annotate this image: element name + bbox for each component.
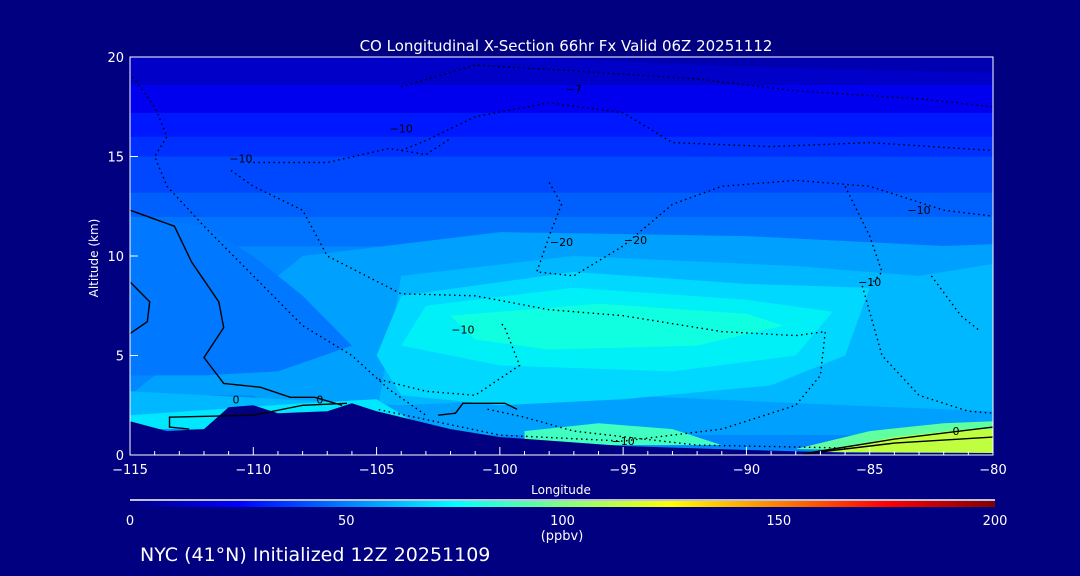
chart-title: CO Longitudinal X-Section 66hr Fx Valid … — [360, 37, 773, 55]
y-tick-label: 20 — [107, 51, 124, 66]
fill-band — [130, 84, 993, 113]
colorbar-ticks: 0 50 100 150 200 — [126, 514, 1008, 529]
dotted-contour — [930, 275, 982, 333]
fill-region — [524, 57, 993, 73]
dotted-contour — [230, 169, 827, 442]
solid-contour — [438, 402, 518, 416]
x-tick-label: −100 — [482, 463, 518, 478]
fill-region — [130, 216, 352, 376]
colorbar — [130, 501, 995, 507]
colorbar-tick-label: 50 — [338, 514, 355, 529]
contour-label: −10 — [907, 204, 930, 217]
colorbar-tick-label: 100 — [550, 514, 575, 529]
fill-band — [130, 136, 993, 157]
terrain-mask — [130, 403, 993, 455]
solid-contour — [168, 402, 348, 430]
x-tick-label: −110 — [235, 463, 271, 478]
solid-contour — [803, 436, 993, 455]
contour-label: −10 — [612, 435, 635, 448]
contour-label: 0 — [316, 393, 323, 406]
x-tick-label: −80 — [979, 463, 1006, 478]
dotted-contour — [400, 102, 993, 152]
colorbar-tick-label: 150 — [766, 514, 791, 529]
y-tick-label: 10 — [107, 250, 124, 265]
contour-label: −10 — [229, 152, 252, 165]
dotted-contour — [487, 408, 846, 449]
contour-label: −10 — [858, 276, 881, 289]
contour-lines — [130, 64, 993, 455]
dotted-contour — [535, 179, 993, 277]
footer-caption: NYC (41°N) Initialized 12Z 20251109 — [140, 544, 490, 566]
contour-label: −20 — [550, 236, 573, 249]
y-tick-label: 0 — [116, 449, 124, 464]
fill-band — [130, 112, 993, 137]
colorbar-tick-label: 0 — [126, 514, 134, 529]
x-tick-label: −115 — [112, 463, 148, 478]
x-tick-label: −85 — [856, 463, 883, 478]
x-tick-label: −95 — [609, 463, 636, 478]
contour-label: −10 — [390, 123, 413, 136]
fill-region — [524, 423, 722, 446]
x-tick-label: −90 — [733, 463, 760, 478]
contour-label: 0 — [233, 393, 240, 406]
contour-label: −10 — [451, 324, 474, 337]
concentration-fill — [130, 57, 993, 455]
solid-contour — [130, 209, 343, 406]
contour-label: −20 — [624, 234, 647, 247]
fill-region — [450, 303, 784, 350]
x-tick-label: −105 — [359, 463, 395, 478]
colorbar-unit: (ppbv) — [541, 529, 584, 544]
solid-contour — [130, 281, 151, 335]
y-axis-label: Altitude (km) — [87, 219, 101, 298]
y-tick-label: 15 — [107, 151, 124, 166]
x-axis-label: Longitude — [531, 483, 591, 497]
solid-contour — [807, 426, 993, 454]
y-tick-label: 5 — [116, 350, 124, 365]
contour-label: −7 — [566, 83, 582, 96]
dotted-contour — [378, 321, 521, 397]
colorbar-tick-label: 200 — [983, 514, 1008, 529]
contour-label: 0 — [953, 425, 960, 438]
contour-labels: −10 −10 −7 −20 −20 −10 −10 −10 −10 0 0 0 — [229, 83, 959, 448]
